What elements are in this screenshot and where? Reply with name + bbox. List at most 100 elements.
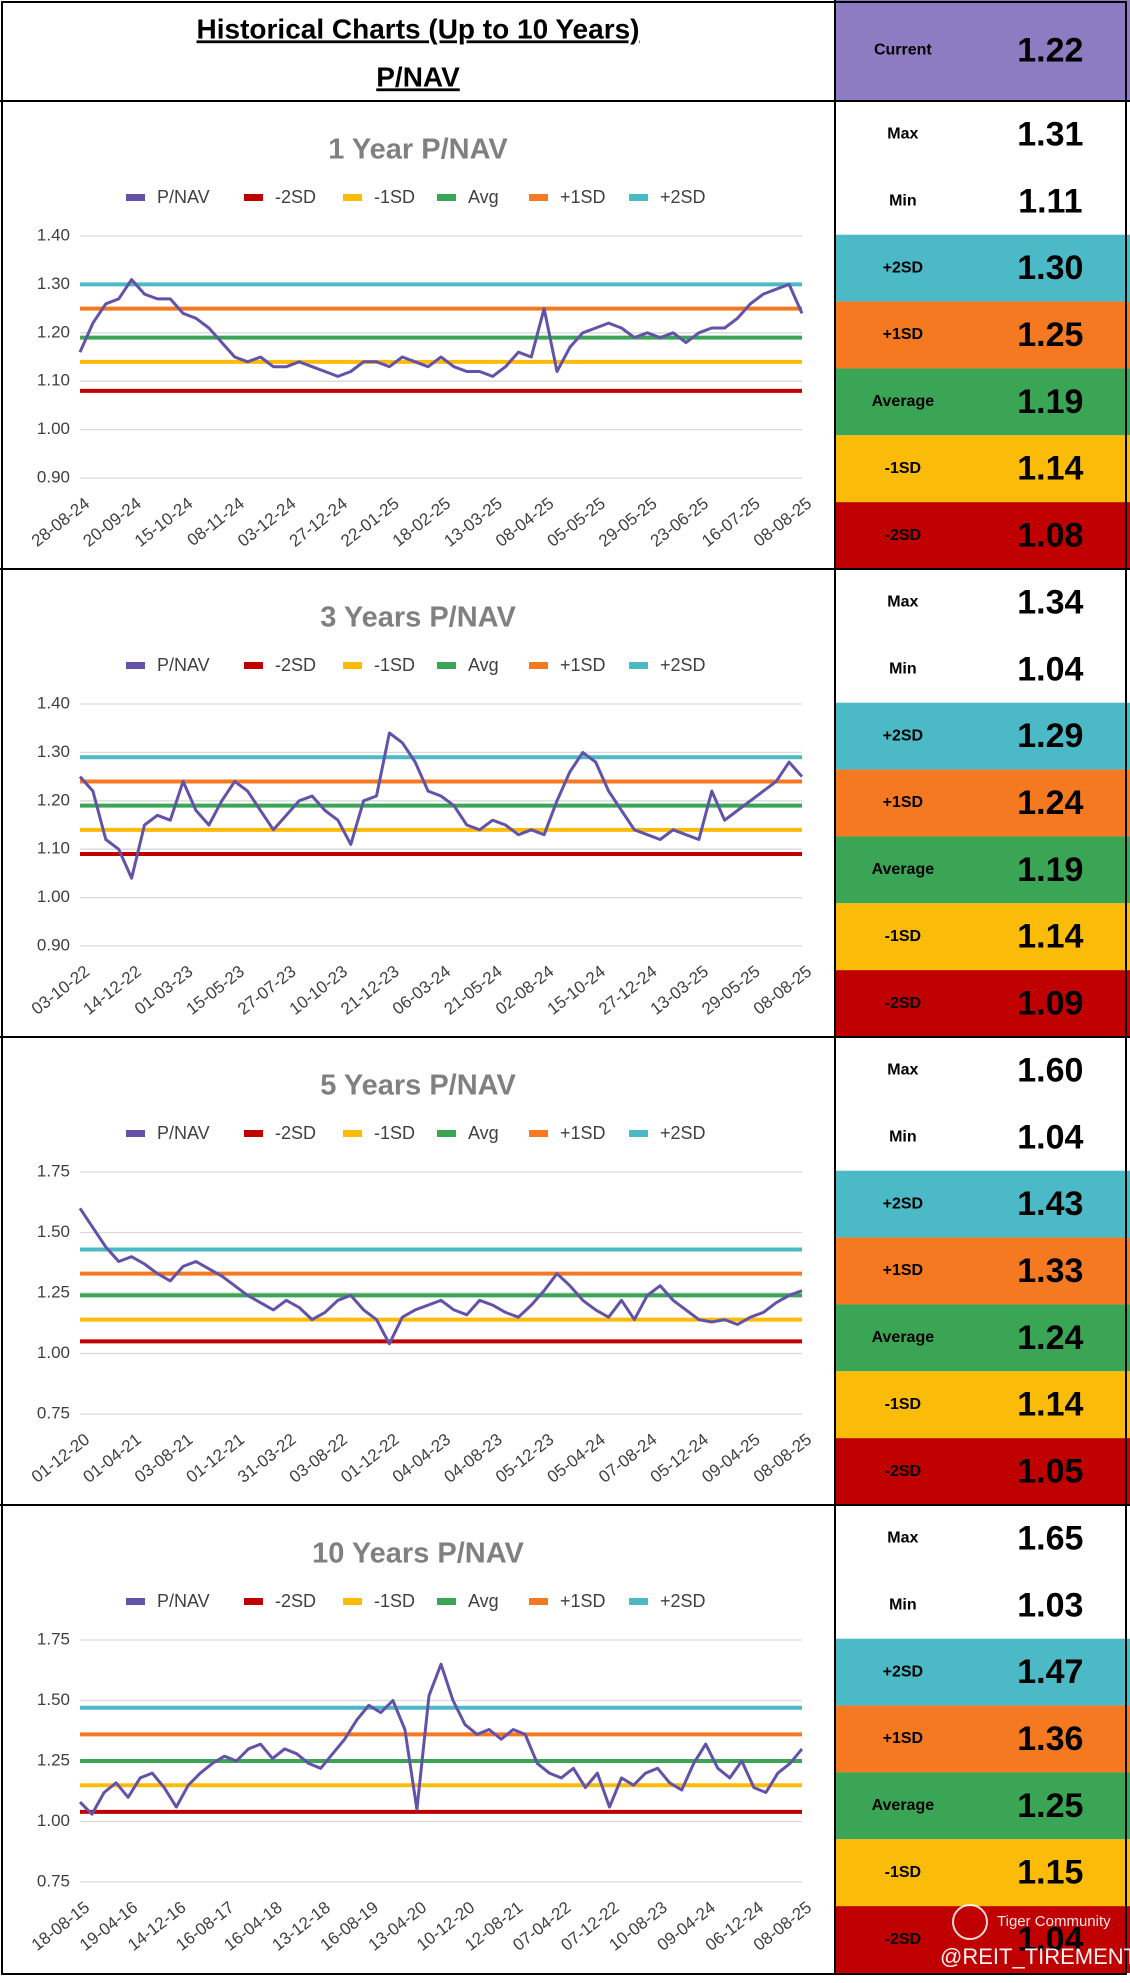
y-tick-label: 1.25 [37, 1282, 70, 1301]
stat-value: 1.33 [1017, 1252, 1083, 1290]
stat-label: -2SD [885, 1463, 921, 1480]
stat-label: -2SD [885, 995, 921, 1012]
y-tick-label: 0.75 [37, 1871, 70, 1890]
stat-value: 1.25 [1017, 316, 1083, 354]
current-cell [835, 0, 1130, 101]
legend-label: +2SD [660, 655, 706, 675]
pnav-line [78, 278, 804, 378]
y-tick-label: 1.75 [37, 1161, 70, 1180]
stat-label: -1SD [885, 1396, 921, 1413]
stat-cell [835, 903, 1130, 971]
stat-value: 1.04 [1017, 1921, 1083, 1959]
y-tick-label: 1.50 [37, 1222, 70, 1241]
legend-swatch [529, 1598, 548, 1605]
legend-swatch [244, 1130, 263, 1137]
stat-value: 1.25 [1017, 1787, 1083, 1825]
stat-cell [835, 1772, 1130, 1840]
stat-value: 1.15 [1017, 1854, 1083, 1892]
stat-label: -1SD [885, 460, 921, 477]
stat-cell [835, 101, 1130, 168]
y-tick-label: 1.10 [37, 839, 70, 858]
y-tick-label: 1.30 [37, 274, 70, 293]
stat-label: Min [889, 661, 917, 678]
stat-cell [835, 368, 1130, 436]
current-label: Current [874, 42, 932, 59]
legend-label: +2SD [660, 187, 706, 207]
stat-label: Average [872, 861, 935, 878]
legend-swatch [437, 662, 456, 669]
stat-value: 1.47 [1017, 1653, 1083, 1691]
stat-value: 1.19 [1017, 851, 1083, 889]
y-tick-label: 1.40 [37, 225, 70, 244]
legend-swatch [244, 662, 263, 669]
stat-value: 1.24 [1017, 784, 1083, 822]
stat-label: +2SD [883, 1195, 923, 1212]
y-tick-label: 1.50 [37, 1690, 70, 1709]
stat-label: Average [872, 1797, 935, 1814]
y-tick-label: 1.00 [37, 1343, 70, 1362]
stat-label: +2SD [883, 727, 923, 744]
y-tick-label: 1.30 [37, 742, 70, 761]
stat-value: 1.11 [1018, 182, 1082, 220]
chart-title: 1 Year P/NAV [328, 134, 508, 166]
stat-cell [835, 1170, 1130, 1238]
watermark-handle: @REIT_TIREMENT [940, 1944, 1130, 1969]
legend-swatch [343, 1130, 362, 1137]
current-value: 1.22 [1017, 31, 1083, 69]
legend-label: -2SD [275, 1591, 316, 1611]
stat-cell [835, 1505, 1130, 1572]
stat-label: +1SD [883, 794, 923, 811]
stat-cell [835, 1438, 1130, 1505]
stat-value: 1.30 [1017, 249, 1083, 287]
stat-value: 1.31 [1017, 115, 1083, 153]
stat-label: Max [887, 594, 918, 611]
legend-swatch [343, 194, 362, 201]
stat-cell [835, 1705, 1130, 1773]
stat-cell [835, 1638, 1130, 1706]
legend-swatch [629, 662, 648, 669]
stat-value: 1.65 [1017, 1519, 1083, 1557]
stat-label: Max [887, 1530, 918, 1547]
stat-cell [835, 1371, 1130, 1439]
legend-label: +1SD [560, 187, 606, 207]
stat-label: Min [889, 1597, 917, 1614]
stat-cell [835, 970, 1130, 1037]
legend-label: -1SD [374, 655, 415, 675]
stat-label: +1SD [883, 326, 923, 343]
stat-label: Min [889, 193, 917, 210]
legend-swatch [126, 1598, 145, 1605]
stat-label: -1SD [885, 928, 921, 945]
stat-cell [835, 769, 1130, 837]
legend-label: +2SD [660, 1123, 706, 1143]
legend-swatch [244, 194, 263, 201]
stat-label: -2SD [885, 527, 921, 544]
legend-label: P/NAV [157, 655, 210, 675]
legend-label: -2SD [275, 187, 316, 207]
stat-value: 1.43 [1017, 1185, 1083, 1223]
legend-swatch [629, 1130, 648, 1137]
legend-label: -1SD [374, 1123, 415, 1143]
legend-label: -1SD [374, 187, 415, 207]
legend-swatch [529, 194, 548, 201]
legend-label: Avg [468, 1591, 499, 1611]
stat-cell [835, 836, 1130, 904]
stat-cell [835, 1571, 1130, 1639]
stat-value: 1.14 [1017, 1386, 1083, 1424]
stat-label: Max [887, 126, 918, 143]
stat-label: Min [889, 1129, 917, 1146]
stat-cell [835, 702, 1130, 770]
y-tick-label: 0.90 [37, 467, 70, 486]
stat-cell [835, 1237, 1130, 1305]
page-subtitle: P/NAV [376, 61, 460, 92]
legend-swatch [437, 1130, 456, 1137]
y-tick-label: 1.00 [37, 419, 70, 438]
watermark-brand: Tiger Community [997, 1913, 1111, 1930]
pnav-line [78, 1207, 803, 1346]
legend-label: +1SD [560, 655, 606, 675]
legend-label: +1SD [560, 1591, 606, 1611]
stat-cell [835, 301, 1130, 369]
y-tick-label: 1.20 [37, 322, 70, 341]
stat-label: Max [887, 1062, 918, 1079]
legend-label: Avg [468, 655, 499, 675]
